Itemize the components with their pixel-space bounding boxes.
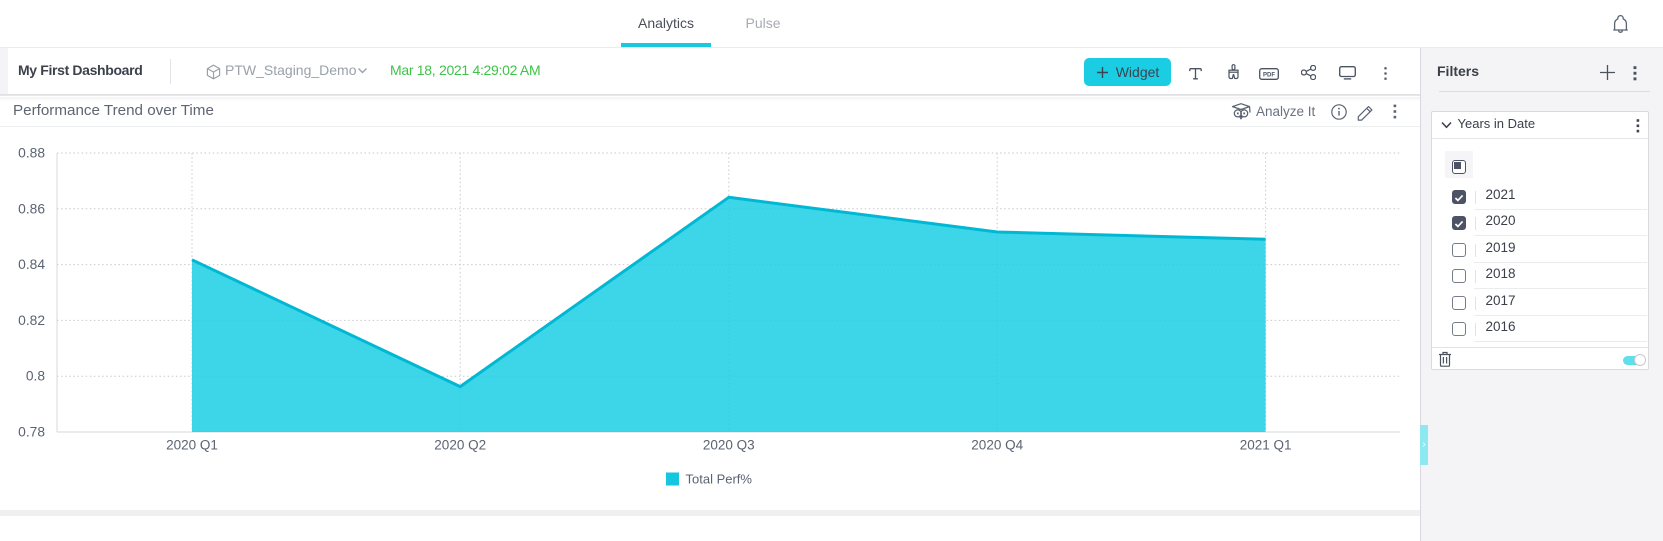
svg-text:2021 Q1: 2021 Q1 bbox=[1240, 438, 1292, 453]
svg-text:PDF: PDF bbox=[1263, 72, 1275, 78]
svg-text:2020 Q4: 2020 Q4 bbox=[971, 438, 1023, 453]
svg-text:0.82: 0.82 bbox=[18, 313, 45, 328]
svg-text:0.78: 0.78 bbox=[18, 425, 45, 440]
svg-text:0.86: 0.86 bbox=[18, 201, 45, 216]
svg-text:0.88: 0.88 bbox=[18, 146, 45, 161]
svg-text:2020 Q3: 2020 Q3 bbox=[703, 438, 755, 453]
svg-text:0.84: 0.84 bbox=[18, 257, 45, 272]
svg-text:2020 Q2: 2020 Q2 bbox=[434, 438, 486, 453]
svg-text:2020 Q1: 2020 Q1 bbox=[166, 438, 218, 453]
svg-text:0.8: 0.8 bbox=[26, 369, 46, 384]
svg-text:Total Perf%: Total Perf% bbox=[686, 472, 753, 487]
